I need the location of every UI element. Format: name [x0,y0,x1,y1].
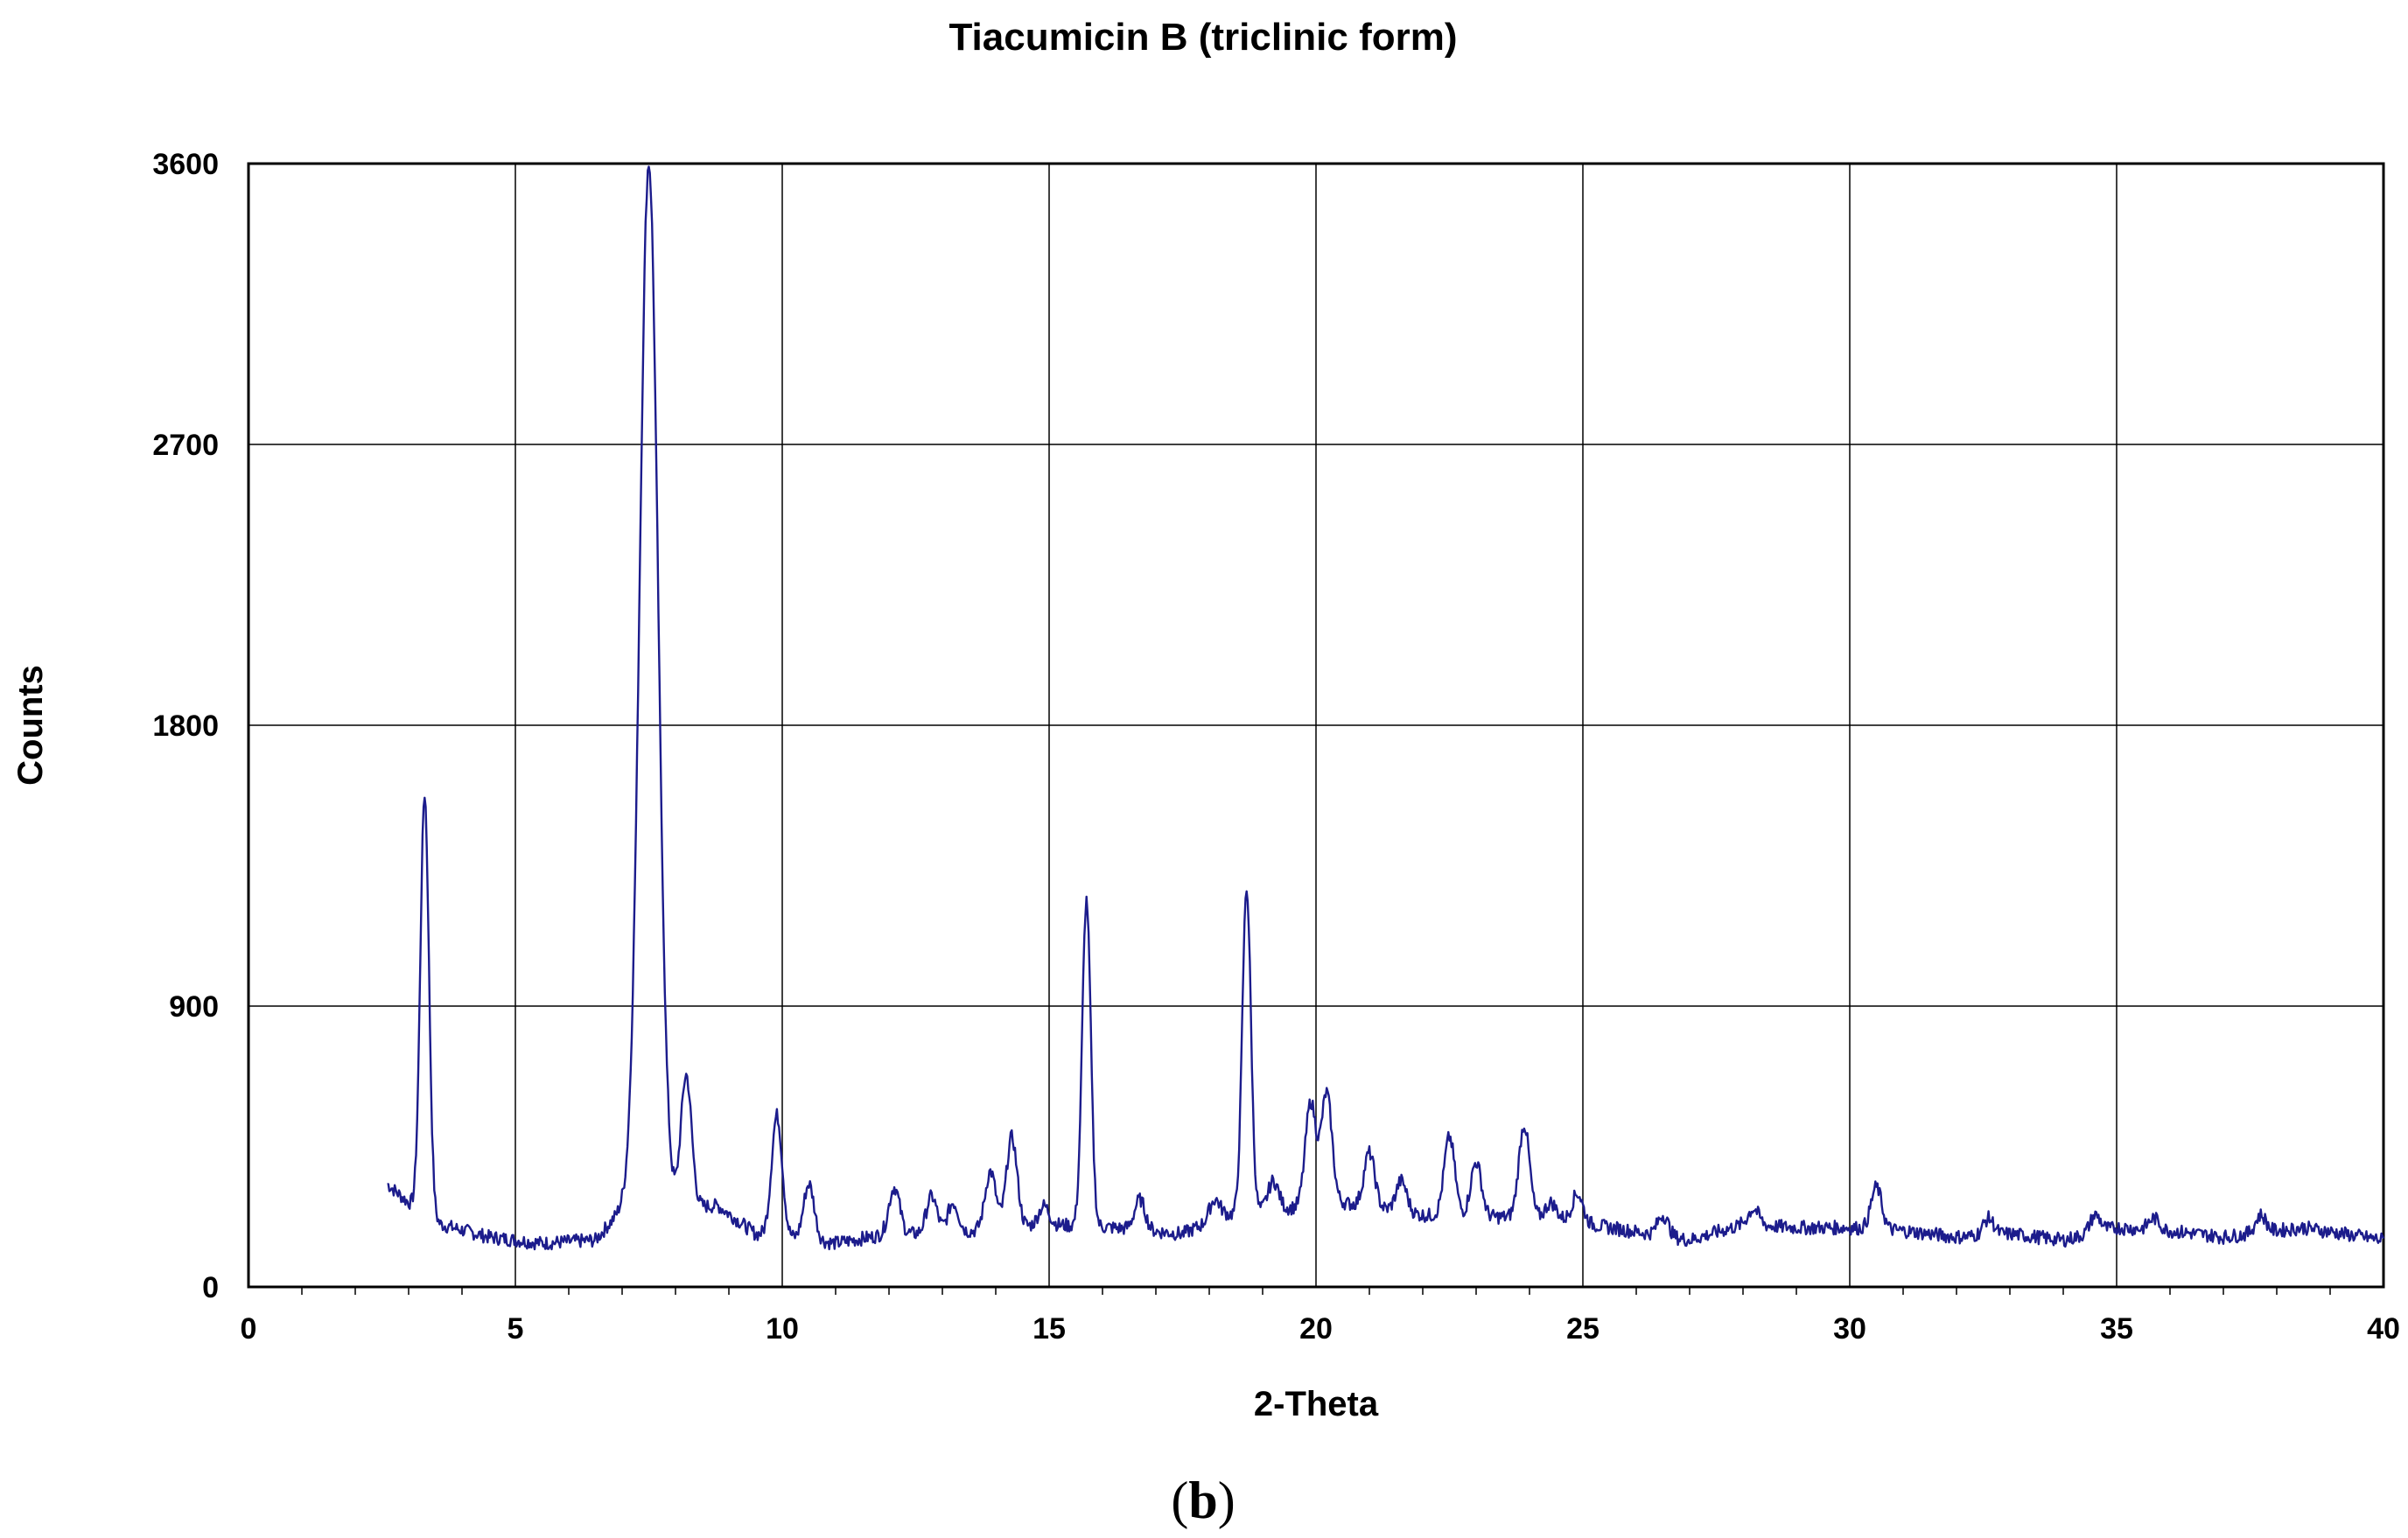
x-tick-label: 10 [766,1312,799,1346]
plot-area-border [247,162,2385,1289]
x-tick-label: 0 [241,1312,257,1346]
x-tick-label: 15 [1032,1312,1066,1346]
x-tick-label: 20 [1299,1312,1333,1346]
y-tick-label: 900 [169,990,219,1024]
figure-caption: (b) [1171,1472,1235,1529]
chart-title: Tiacumicin B (triclinic form) [948,16,1457,59]
series-line [387,165,2385,1251]
y-tick-label: 2700 [152,429,219,462]
caption-letter: b [1188,1472,1217,1529]
grid [248,164,2384,1287]
y-tick-label: 3600 [152,148,219,181]
y-tick-label: 1800 [152,710,219,743]
y-tick-labels: 0 900 1800 2700 3600 [152,148,219,1304]
x-axis-label: 2-Theta [1254,1385,1379,1423]
x-tick-label: 35 [2100,1312,2133,1346]
x-tick-label: 30 [1833,1312,1866,1346]
y-axis-label: Counts [11,665,50,786]
x-tick-label: 5 [508,1312,524,1346]
x-tick-label: 40 [2367,1312,2400,1346]
x-tick-label: 25 [1566,1312,1600,1346]
y-tick-label: 0 [202,1271,219,1304]
x-tick-labels: 0 5 10 15 20 25 30 35 40 [241,1312,2400,1346]
